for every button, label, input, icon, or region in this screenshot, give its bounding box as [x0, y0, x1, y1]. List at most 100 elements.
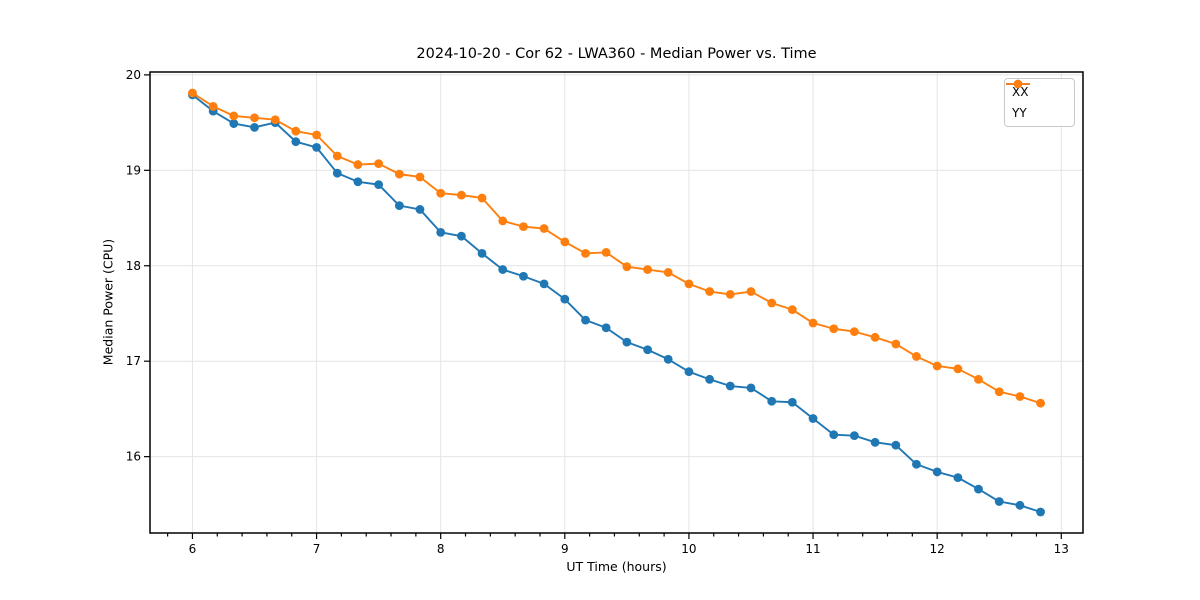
data-point-xx — [250, 122, 259, 132]
data-point-xx — [787, 397, 797, 407]
data-point-xx — [457, 231, 466, 241]
data-point-xx — [415, 205, 425, 214]
data-point-yy — [684, 279, 694, 289]
data-point-xx — [994, 497, 1004, 506]
data-point-xx — [353, 177, 363, 187]
data-point-xx — [622, 337, 632, 347]
data-point-yy — [581, 248, 590, 258]
data-point-yy — [312, 130, 321, 140]
data-point-xx — [953, 473, 963, 483]
data-point-yy — [912, 352, 921, 361]
data-point-xx — [581, 315, 590, 325]
data-point-xx — [229, 119, 239, 128]
data-point-yy — [270, 115, 280, 125]
data-point-xx — [560, 294, 570, 304]
data-point-yy — [498, 216, 508, 226]
data-point-yy — [953, 364, 963, 374]
data-point-xx — [436, 227, 446, 237]
data-point-xx — [808, 414, 818, 423]
data-point-yy — [994, 387, 1004, 397]
tick-marks — [144, 74, 1062, 539]
data-point-xx — [498, 265, 508, 274]
data-point-yy — [746, 287, 756, 296]
data-point-yy — [457, 190, 466, 200]
data-point-yy — [353, 160, 363, 169]
x-tick-label: 6 — [189, 542, 197, 556]
data-point-yy — [229, 111, 239, 121]
chart-title: 2024-10-20 - Cor 62 - LWA360 - Median Po… — [416, 46, 817, 62]
data-point-xx — [663, 354, 673, 364]
data-point-yy — [291, 126, 301, 136]
data-point-xx — [312, 143, 321, 152]
x-tick-label: 10 — [681, 542, 696, 556]
data-point-xx — [746, 383, 756, 393]
data-point-xx — [1015, 500, 1025, 510]
series-yy — [188, 88, 1045, 408]
data-point-xx — [767, 396, 777, 406]
data-point-xx — [912, 459, 921, 469]
grid-lines — [150, 72, 1083, 533]
x-tick-label: 12 — [930, 542, 945, 556]
axes-spines — [149, 71, 1084, 534]
data-point-yy — [1036, 398, 1045, 408]
x-tick-label: 9 — [561, 542, 569, 556]
data-point-xx — [849, 431, 859, 441]
legend-label-xx: XX — [1012, 85, 1029, 99]
data-point-yy — [601, 247, 611, 257]
data-point-xx — [891, 440, 901, 450]
x-tick-label: 8 — [437, 542, 445, 556]
data-point-xx — [684, 367, 694, 377]
y-tick-label: 17 — [126, 354, 141, 368]
data-point-yy — [415, 172, 425, 182]
data-point-xx — [291, 137, 301, 147]
data-point-xx — [870, 437, 880, 447]
legend-label-yy: YY — [1012, 106, 1027, 120]
tick-labels: 6 7 8 9 10 11 12 13 16 17 18 19 20 — [126, 68, 1069, 556]
data-point-yy — [374, 159, 384, 169]
data-point-yy — [188, 88, 197, 98]
data-point-yy — [560, 237, 570, 247]
data-point-yy — [519, 222, 528, 232]
data-point-yy — [643, 265, 652, 274]
y-tick-label: 16 — [126, 450, 141, 464]
x-axis-label: UT Time (hours) — [566, 559, 667, 574]
data-point-yy — [808, 318, 818, 328]
data-point-yy — [787, 305, 797, 315]
data-point-yy — [870, 332, 880, 342]
data-point-yy — [663, 268, 673, 277]
data-point-xx — [374, 180, 384, 190]
legend-item-yy: YY — [1006, 79, 1067, 121]
data-point-xx — [705, 374, 715, 384]
y-tick-label: 19 — [126, 163, 141, 177]
data-point-xx — [932, 467, 942, 477]
data-point-yy — [932, 361, 942, 371]
data-point-yy — [477, 193, 487, 203]
data-point-xx — [519, 271, 528, 281]
data-point-yy — [974, 374, 983, 384]
x-tick-label: 11 — [805, 542, 820, 556]
data-point-yy — [767, 298, 777, 308]
data-point-xx — [477, 248, 487, 258]
data-point-xx — [601, 323, 611, 333]
data-point-xx — [332, 168, 342, 178]
data-point-xx — [643, 345, 652, 355]
data-point-yy — [849, 327, 859, 337]
data-point-yy — [394, 169, 404, 179]
series-xx-line — [191, 94, 1041, 513]
data-point-yy — [725, 289, 735, 299]
data-point-xx — [539, 279, 549, 289]
data-point-xx — [974, 484, 983, 494]
data-point-yy — [1015, 392, 1025, 401]
data-point-yy — [622, 262, 632, 272]
x-tick-label: 13 — [1054, 542, 1069, 556]
legend-marker-yy-icon — [1006, 79, 1030, 89]
y-tick-label: 20 — [126, 68, 141, 82]
data-point-yy — [705, 287, 715, 296]
data-point-yy — [539, 224, 549, 233]
data-point-yy — [332, 151, 342, 161]
data-point-yy — [829, 324, 839, 334]
data-point-xx — [394, 201, 404, 211]
data-point-yy — [250, 113, 259, 123]
